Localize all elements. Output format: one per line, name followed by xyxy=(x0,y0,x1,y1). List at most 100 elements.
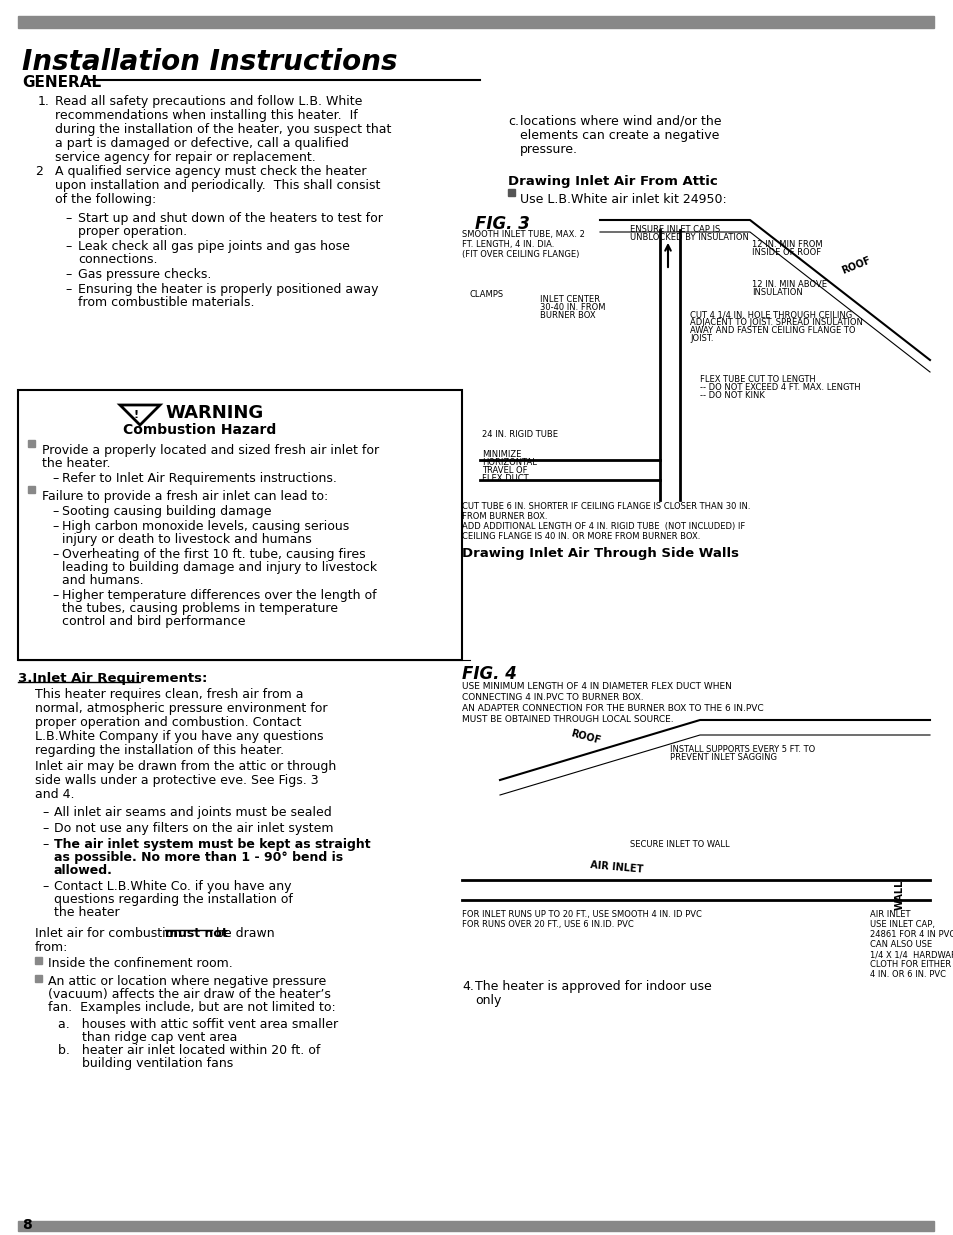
Text: L.B.White Company if you have any questions: L.B.White Company if you have any questi… xyxy=(35,730,323,743)
Text: pressure.: pressure. xyxy=(519,143,578,156)
Text: connections.: connections. xyxy=(78,253,157,266)
Text: The heater is approved for indoor use: The heater is approved for indoor use xyxy=(475,981,711,993)
Text: Provide a properly located and sized fresh air inlet for: Provide a properly located and sized fre… xyxy=(42,445,378,457)
Text: Inlet air may be drawn from the attic or through: Inlet air may be drawn from the attic or… xyxy=(35,760,335,773)
Text: Failure to provide a fresh air inlet can lead to:: Failure to provide a fresh air inlet can… xyxy=(42,490,328,503)
Text: Do not use any filters on the air inlet system: Do not use any filters on the air inlet … xyxy=(54,823,334,835)
Text: upon installation and periodically.  This shall consist: upon installation and periodically. This… xyxy=(55,179,380,191)
Text: –: – xyxy=(65,268,71,282)
Text: and humans.: and humans. xyxy=(62,574,144,587)
Text: Sooting causing building damage: Sooting causing building damage xyxy=(62,505,272,517)
Text: proper operation.: proper operation. xyxy=(78,225,187,238)
Text: PREVENT INLET SAGGING: PREVENT INLET SAGGING xyxy=(669,753,776,762)
Text: 24861 FOR 4 IN PVC: 24861 FOR 4 IN PVC xyxy=(869,930,953,939)
Text: –: – xyxy=(65,283,71,296)
Text: CUT 4 1/4 IN. HOLE THROUGH CEILING: CUT 4 1/4 IN. HOLE THROUGH CEILING xyxy=(689,310,851,319)
FancyBboxPatch shape xyxy=(18,390,461,659)
Text: INSIDE OF ROOF: INSIDE OF ROOF xyxy=(751,248,821,257)
Text: Drawing Inlet Air Through Side Walls: Drawing Inlet Air Through Side Walls xyxy=(461,547,739,559)
Text: Use L.B.White air inlet kit 24950:: Use L.B.White air inlet kit 24950: xyxy=(519,193,726,206)
Text: be drawn: be drawn xyxy=(212,927,274,940)
Text: INSTALL SUPPORTS EVERY 5 FT. TO: INSTALL SUPPORTS EVERY 5 FT. TO xyxy=(669,745,815,755)
Text: AWAY AND FASTEN CEILING FLANGE TO: AWAY AND FASTEN CEILING FLANGE TO xyxy=(689,326,855,335)
Text: –: – xyxy=(52,472,58,485)
Text: Higher temperature differences over the length of: Higher temperature differences over the … xyxy=(62,589,376,601)
Bar xyxy=(507,189,515,196)
Text: 3.Inlet Air Requirements:: 3.Inlet Air Requirements: xyxy=(18,672,207,685)
Text: ROOF: ROOF xyxy=(840,254,871,275)
Text: CAN ALSO USE: CAN ALSO USE xyxy=(869,940,931,948)
Text: FIG. 3: FIG. 3 xyxy=(475,215,529,233)
Text: –: – xyxy=(65,212,71,225)
Text: building ventilation fans: building ventilation fans xyxy=(58,1057,233,1070)
Text: recommendations when installing this heater.  If: recommendations when installing this hea… xyxy=(55,109,357,122)
Text: -- DO NOT EXCEED 4 FT. MAX. LENGTH: -- DO NOT EXCEED 4 FT. MAX. LENGTH xyxy=(700,383,860,391)
Text: –: – xyxy=(52,589,58,601)
Text: of the following:: of the following: xyxy=(55,193,156,206)
Text: must not: must not xyxy=(165,927,228,940)
Text: 12 IN. MIN FROM: 12 IN. MIN FROM xyxy=(751,240,821,249)
Text: Inlet air for combustion: Inlet air for combustion xyxy=(35,927,185,940)
Text: 4.: 4. xyxy=(461,981,474,993)
Text: than ridge cap vent area: than ridge cap vent area xyxy=(58,1031,237,1044)
Text: CEILING FLANGE IS 40 IN. OR MORE FROM BURNER BOX.: CEILING FLANGE IS 40 IN. OR MORE FROM BU… xyxy=(461,532,700,541)
Bar xyxy=(35,957,42,965)
Text: –: – xyxy=(42,823,49,835)
Text: AIR INLET: AIR INLET xyxy=(589,860,643,874)
Text: questions regarding the installation of: questions regarding the installation of xyxy=(54,893,293,906)
Text: c.: c. xyxy=(507,115,518,128)
Text: SECURE INLET TO WALL: SECURE INLET TO WALL xyxy=(629,840,729,848)
Text: Start up and shut down of the heaters to test for: Start up and shut down of the heaters to… xyxy=(78,212,382,225)
Text: b.   heater air inlet located within 20 ft. of: b. heater air inlet located within 20 ft… xyxy=(58,1044,320,1057)
Text: ENSURE INLET CAP IS: ENSURE INLET CAP IS xyxy=(629,225,720,233)
Text: –: – xyxy=(52,505,58,517)
Text: regarding the installation of this heater.: regarding the installation of this heate… xyxy=(35,743,284,757)
Text: CLOTH FOR EITHER: CLOTH FOR EITHER xyxy=(869,960,950,969)
Text: AN ADAPTER CONNECTION FOR THE BURNER BOX TO THE 6 IN.PVC: AN ADAPTER CONNECTION FOR THE BURNER BOX… xyxy=(461,704,762,713)
Text: A qualified service agency must check the heater: A qualified service agency must check th… xyxy=(55,165,366,178)
Text: MINIMIZE: MINIMIZE xyxy=(481,450,521,459)
Text: 30-40 IN. FROM: 30-40 IN. FROM xyxy=(539,303,605,312)
Text: side walls under a protective eve. See Figs. 3: side walls under a protective eve. See F… xyxy=(35,774,318,787)
Text: elements can create a negative: elements can create a negative xyxy=(519,128,719,142)
Text: 12 IN. MIN ABOVE: 12 IN. MIN ABOVE xyxy=(751,280,826,289)
Text: FOR RUNS OVER 20 FT., USE 6 IN.ID. PVC: FOR RUNS OVER 20 FT., USE 6 IN.ID. PVC xyxy=(461,920,633,929)
Text: as possible. No more than 1 - 90° bend is: as possible. No more than 1 - 90° bend i… xyxy=(54,851,343,864)
Text: –: – xyxy=(42,806,49,819)
Text: from combustible materials.: from combustible materials. xyxy=(78,296,254,309)
Text: (FIT OVER CEILING FLANGE): (FIT OVER CEILING FLANGE) xyxy=(461,249,578,259)
Text: Overheating of the first 10 ft. tube, causing fires: Overheating of the first 10 ft. tube, ca… xyxy=(62,548,365,561)
Text: –: – xyxy=(52,520,58,534)
Text: from:: from: xyxy=(35,941,69,953)
Text: control and bird performance: control and bird performance xyxy=(62,615,245,629)
Text: –: – xyxy=(42,881,49,893)
Text: 24 IN. RIGID TUBE: 24 IN. RIGID TUBE xyxy=(481,430,558,438)
Text: BURNER BOX: BURNER BOX xyxy=(539,311,595,320)
Text: USE MINIMUM LENGTH OF 4 IN DIAMETER FLEX DUCT WHEN: USE MINIMUM LENGTH OF 4 IN DIAMETER FLEX… xyxy=(461,682,731,692)
Text: TRAVEL OF: TRAVEL OF xyxy=(481,466,527,475)
Text: normal, atmospheric pressure environment for: normal, atmospheric pressure environment… xyxy=(35,701,327,715)
Text: 2: 2 xyxy=(35,165,43,178)
Text: Combustion Hazard: Combustion Hazard xyxy=(123,424,276,437)
Text: the heater: the heater xyxy=(54,906,119,919)
Text: FT. LENGTH, 4 IN. DIA.: FT. LENGTH, 4 IN. DIA. xyxy=(461,240,554,249)
Text: the heater.: the heater. xyxy=(42,457,111,471)
Bar xyxy=(28,440,35,447)
Text: ROOF: ROOF xyxy=(569,727,601,746)
Text: the tubes, causing problems in temperature: the tubes, causing problems in temperatu… xyxy=(62,601,337,615)
Text: The air inlet system must be kept as straight: The air inlet system must be kept as str… xyxy=(54,839,370,851)
Text: FLEX DUCT: FLEX DUCT xyxy=(481,474,528,483)
Text: !: ! xyxy=(133,410,138,420)
Text: MUST BE OBTAINED THROUGH LOCAL SOURCE.: MUST BE OBTAINED THROUGH LOCAL SOURCE. xyxy=(461,715,673,724)
Text: INSULATION: INSULATION xyxy=(751,288,801,296)
Text: Contact L.B.White Co. if you have any: Contact L.B.White Co. if you have any xyxy=(54,881,292,893)
Text: FROM BURNER BOX.: FROM BURNER BOX. xyxy=(461,513,547,521)
Text: INLET CENTER: INLET CENTER xyxy=(539,295,599,304)
Text: 1/4 X 1/4  HARDWARE: 1/4 X 1/4 HARDWARE xyxy=(869,950,953,960)
Text: leading to building damage and injury to livestock: leading to building damage and injury to… xyxy=(62,561,376,574)
Text: Ensuring the heater is properly positioned away: Ensuring the heater is properly position… xyxy=(78,283,378,296)
Text: and 4.: and 4. xyxy=(35,788,74,802)
Text: Installation Instructions: Installation Instructions xyxy=(22,48,397,77)
Text: -- DO NOT KINK: -- DO NOT KINK xyxy=(700,391,764,400)
Text: –: – xyxy=(52,548,58,561)
